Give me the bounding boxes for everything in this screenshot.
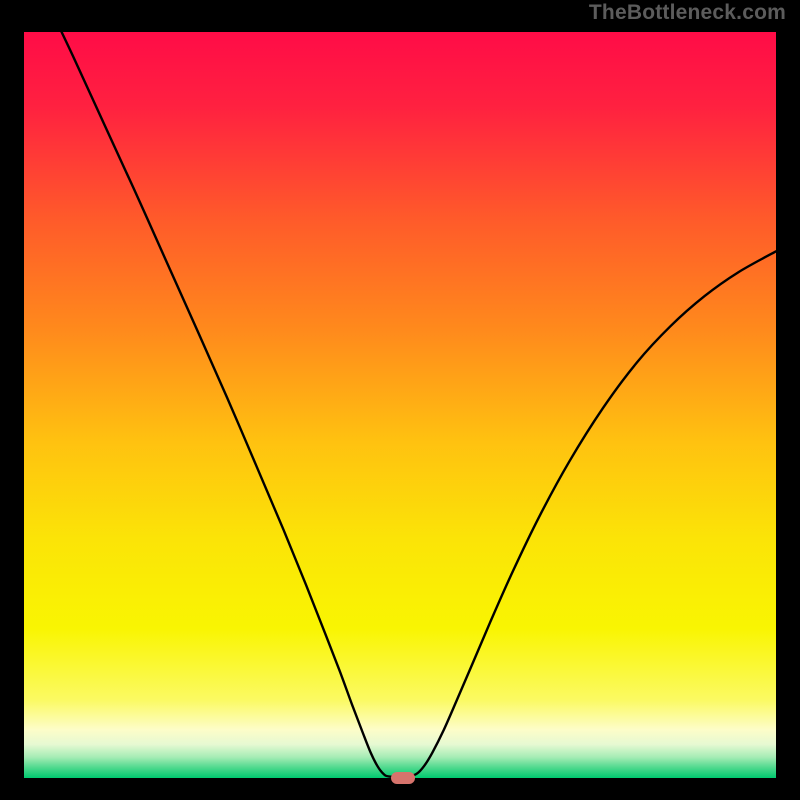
gradient-plot-area [24, 32, 776, 778]
watermark-text: TheBottleneck.com [589, 2, 786, 23]
bottleneck-curve-chart [0, 0, 800, 800]
optimal-point-marker [391, 772, 415, 784]
chart-frame: TheBottleneck.com [0, 0, 800, 800]
